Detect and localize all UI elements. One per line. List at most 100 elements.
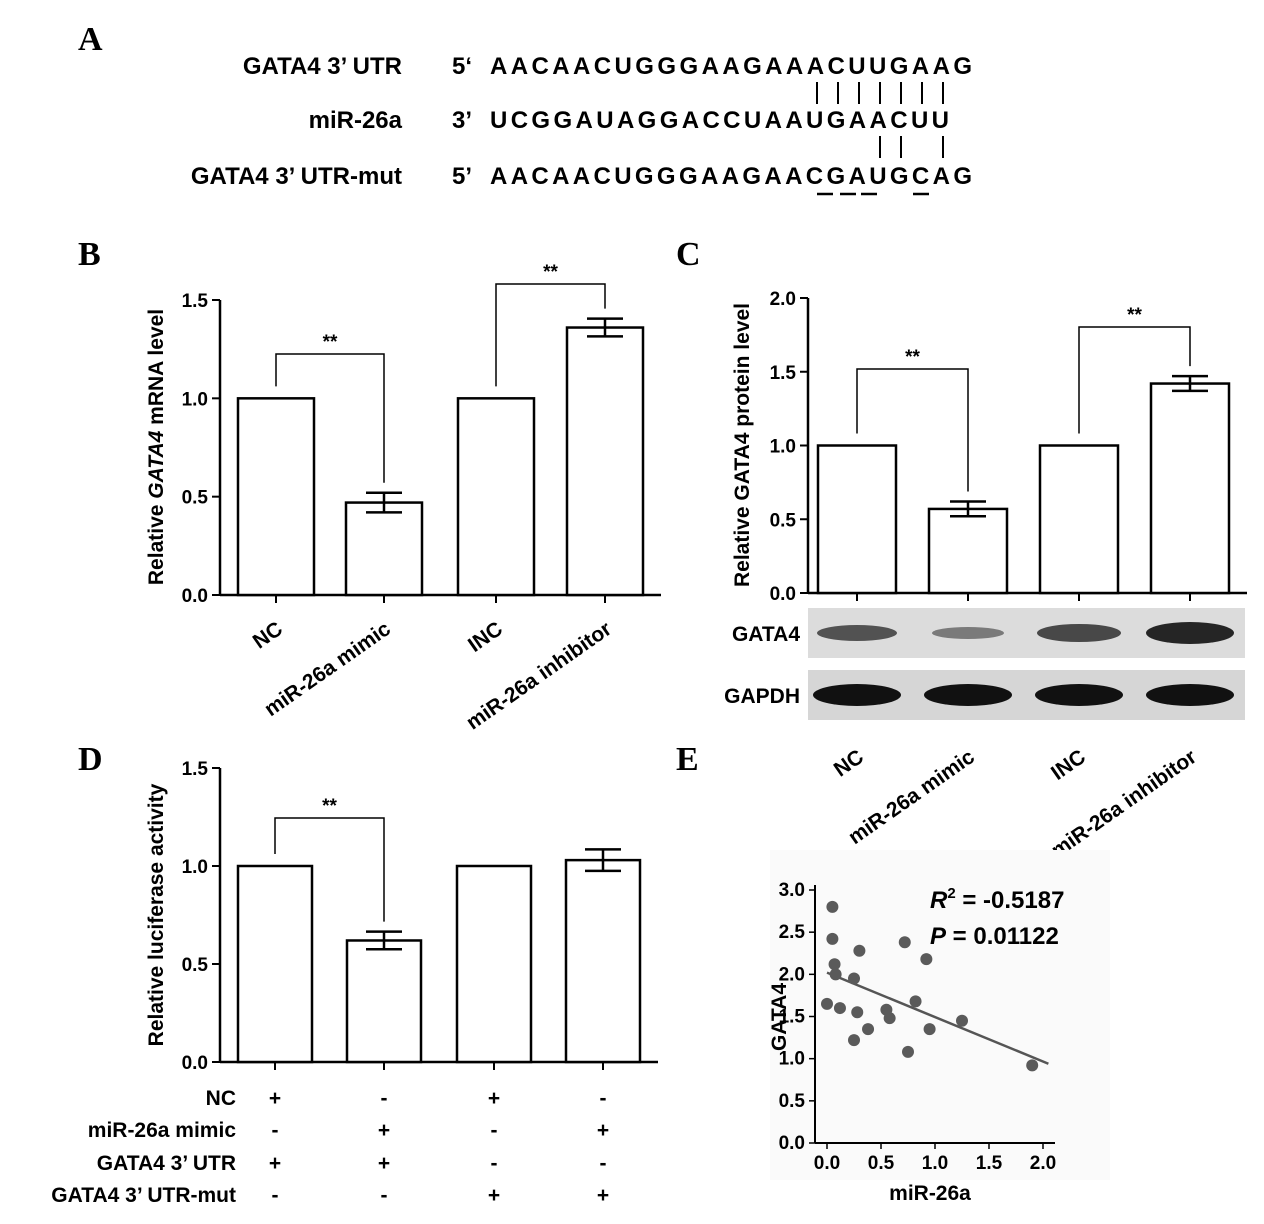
y-tick-label: 2.0 <box>770 289 796 310</box>
x-tick-label: 1.5 <box>976 1153 1003 1174</box>
y-tick-label: 0.0 <box>779 1133 805 1154</box>
significance-label: ** <box>905 347 920 368</box>
y-axis-label: Relative luciferase activity <box>145 783 168 1046</box>
band-gapdh-nc <box>813 684 901 706</box>
condition-mark: - <box>272 1119 279 1142</box>
significance-bracket <box>495 283 606 387</box>
y-axis-label-part: Relative <box>145 499 168 585</box>
bar-chart-protein: 0.0 0.5 1.0 1.5 2.0 ** ** Relative GATA4 protei… <box>731 289 1247 862</box>
panel-label-d: D <box>78 741 103 778</box>
bar <box>345 939 423 1064</box>
bar-chart-luciferase: 0.0 0.5 1.0 1.5 ** Relative luciferase activi… <box>51 759 658 1207</box>
y-tick-label: 0.0 <box>182 586 208 607</box>
band-gapdh-inhibitor <box>1146 684 1234 706</box>
fit-line <box>826 971 1049 1065</box>
significance-label: ** <box>323 332 338 353</box>
condition-mark: - <box>491 1119 498 1142</box>
r-superscript: 2 <box>947 885 955 902</box>
p-value: = 0.01122 <box>946 923 1059 950</box>
seq-name-utr: GATA4 3’ UTR <box>243 53 402 80</box>
scatter-point <box>848 972 860 985</box>
condition-mark: - <box>600 1087 607 1110</box>
condition-mark: + <box>269 1087 281 1110</box>
bar-chart-mrna: 0.0 0.5 1.0 1.5 ** ** Relative GATA4 mRNA leve… <box>145 262 661 734</box>
category-label: NC <box>249 617 287 653</box>
y-tick-label: 1.0 <box>182 857 208 878</box>
y-tick-label: 1.5 <box>770 363 797 384</box>
panel-label-a: A <box>78 21 103 58</box>
y-axis-label-part: mRNA level <box>145 309 168 431</box>
significance-bracket <box>274 817 385 922</box>
bar <box>1149 382 1231 595</box>
category-label: INC <box>1047 745 1090 785</box>
scatter-point <box>898 936 911 949</box>
category-label: NC <box>830 745 868 781</box>
bar <box>236 864 314 1064</box>
condition-label: NC <box>206 1087 236 1110</box>
scatter-point <box>902 1045 914 1058</box>
y-tick-label: 0.0 <box>182 1053 208 1074</box>
band-gata4-inhibitor <box>1146 622 1234 644</box>
scatter-point <box>833 1002 846 1015</box>
significance-bracket <box>275 353 385 483</box>
condition-mark: + <box>597 1119 609 1142</box>
y-tick-label: 0.5 <box>182 955 209 976</box>
r-symbol: R <box>930 887 948 914</box>
seq-end-mir: 3’ <box>452 107 472 134</box>
y-axis-label: Relative GATA4 mRNA level <box>145 309 168 585</box>
condition-mark: - <box>491 1152 498 1175</box>
condition-mark: - <box>272 1184 279 1207</box>
bar <box>565 326 645 597</box>
bar <box>236 397 316 597</box>
condition-mark: - <box>381 1087 388 1110</box>
scatter-point <box>826 932 839 945</box>
y-tick-label: 1.0 <box>770 437 796 458</box>
band-gapdh-inc <box>1035 684 1123 706</box>
panel-label-e: E <box>676 741 699 778</box>
scatter-point <box>883 1012 896 1025</box>
bar <box>344 501 424 597</box>
significance-label: ** <box>322 796 337 817</box>
western-blot: GATA4 GAPDH <box>724 608 1245 720</box>
band-gata4-nc <box>817 625 897 641</box>
scatter-point <box>956 1014 968 1027</box>
condition-mark: - <box>600 1152 607 1175</box>
y-tick-label: 1.0 <box>182 389 208 410</box>
scatter-point <box>826 900 839 913</box>
scatter-point <box>829 968 842 981</box>
bar <box>816 444 898 595</box>
y-axis-label-italic: GATA4 <box>145 430 168 498</box>
condition-label: GATA4 3’ UTR <box>97 1152 236 1175</box>
y-tick-label: 2.0 <box>779 964 805 985</box>
x-tick-label: 2.0 <box>1030 1153 1056 1174</box>
panel-label-c: C <box>676 236 701 273</box>
band-gapdh-mimic <box>924 684 1012 706</box>
p-symbol: P <box>930 923 947 950</box>
seq-end-utr: 5‘ <box>452 53 472 80</box>
y-tick-label: 0.5 <box>779 1091 806 1112</box>
x-tick-label: 0.5 <box>868 1153 895 1174</box>
x-tick-label: 1.0 <box>922 1153 948 1174</box>
significance-bracket <box>856 368 969 492</box>
seq-utr: AACAACUGGGAAGAAACUUGAAG <box>490 53 972 80</box>
bar <box>564 858 642 1064</box>
bar <box>1038 444 1120 595</box>
scatter-point <box>1026 1059 1039 1072</box>
seq-mut: AACAACUGGGAAGAACGAUGCAG <box>490 163 972 190</box>
y-tick-label: 0.0 <box>770 584 796 605</box>
y-tick-label: 0.5 <box>770 510 797 531</box>
scatter-point <box>821 997 833 1010</box>
y-tick-label: 0.5 <box>182 488 209 509</box>
scatter-point <box>909 995 922 1008</box>
significance-label: ** <box>543 262 558 283</box>
y-axis-label: GATA4 <box>768 983 791 1051</box>
seq-name-mut: GATA4 3’ UTR-mut <box>191 163 402 190</box>
pairing-lines-upper <box>816 82 944 104</box>
y-tick-label: 1.0 <box>779 1049 805 1070</box>
seq-name-mir: miR-26a <box>309 107 403 134</box>
bar <box>455 864 533 1064</box>
blot-label-gapdh: GAPDH <box>724 685 800 708</box>
y-tick-label: 1.5 <box>779 1007 806 1028</box>
x-axis-label: miR-26a <box>889 1182 971 1205</box>
